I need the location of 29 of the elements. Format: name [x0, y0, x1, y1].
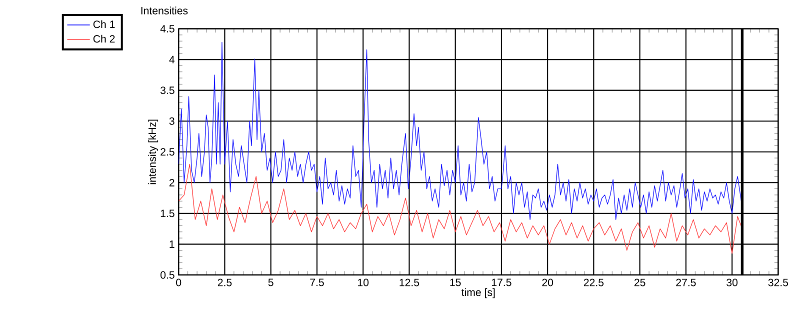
y-tick-label: 0.5	[160, 271, 174, 279]
y-tick-label: 3	[169, 118, 174, 126]
x-tick-label: 27.5	[676, 278, 696, 286]
y-tick-label: 1	[170, 240, 174, 248]
x-tick-label: 17.5	[492, 278, 512, 286]
y-tick-label: 4	[169, 56, 175, 64]
y-axis-title: intensity [kHz]	[148, 120, 158, 184]
legend-label: Ch 2	[93, 35, 115, 43]
y-tick-label: 3.5	[160, 86, 174, 94]
x-tick-label: 20	[542, 278, 554, 286]
x-tick-label: 12.5	[400, 278, 420, 286]
x-tick-label: 7.5	[310, 278, 324, 286]
x-tick-label: 10	[358, 278, 369, 286]
x-axis-title: time [s]	[462, 288, 495, 298]
y-tick-label: 2.5	[160, 148, 174, 156]
x-tick-label: 25	[634, 278, 646, 286]
chart-title: Intensities	[141, 6, 188, 15]
x-tick-label: 30	[726, 278, 738, 286]
x-tick-label: 32.5	[768, 278, 788, 286]
x-tick-label: 0	[176, 278, 182, 286]
x-tick-label: 15	[450, 278, 461, 286]
legend-label: Ch 1	[93, 20, 115, 28]
x-tick-label: 22.5	[584, 278, 604, 286]
x-tick-label: 2.5	[218, 278, 232, 286]
x-tick-label: 5	[268, 278, 274, 286]
y-tick-label: 1.5	[160, 210, 174, 218]
y-tick-label: 2	[169, 179, 174, 187]
y-tick-label: 4.5	[160, 25, 174, 33]
line-series	[178, 164, 743, 254]
